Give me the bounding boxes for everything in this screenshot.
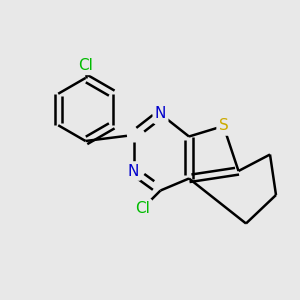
- Text: Cl: Cl: [135, 201, 150, 216]
- Text: N: N: [155, 106, 166, 122]
- Text: N: N: [128, 164, 139, 178]
- Text: S: S: [219, 118, 228, 134]
- Text: Cl: Cl: [78, 58, 93, 73]
